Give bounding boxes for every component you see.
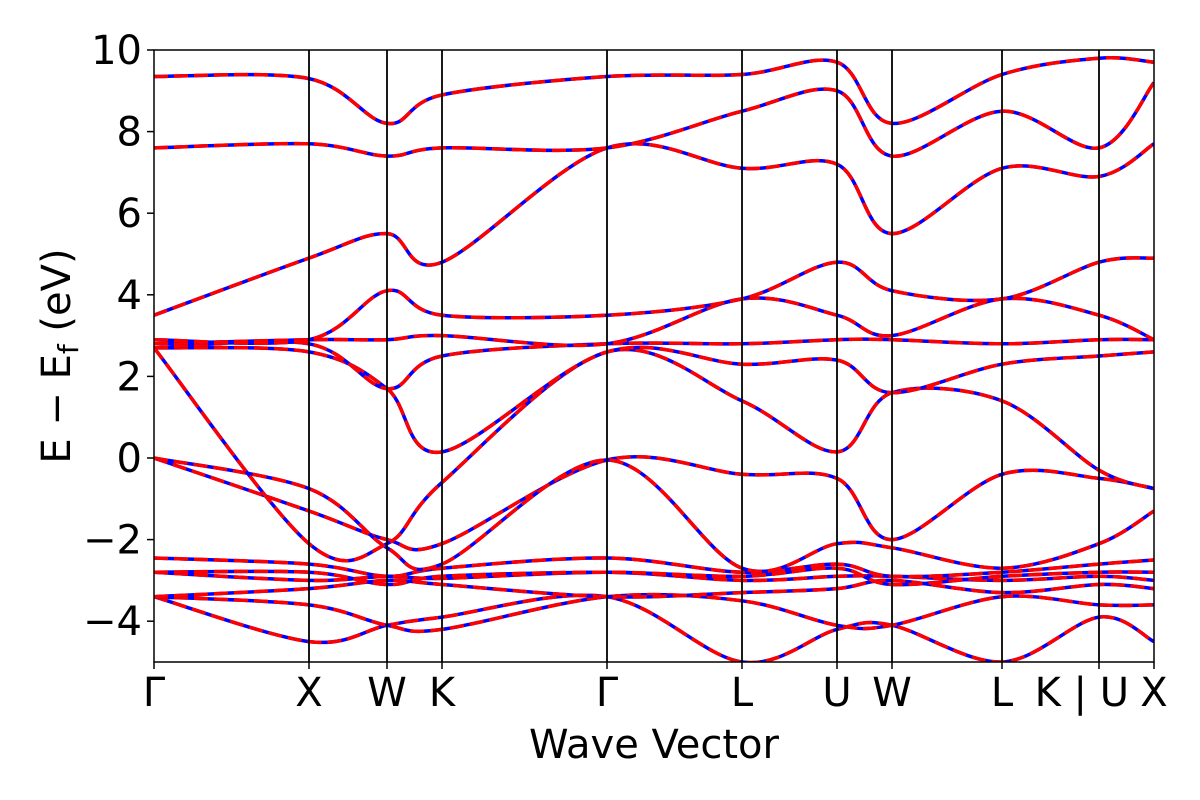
x-tick-label-9: L (991, 670, 1014, 716)
band-16-red-dashed-line (154, 55, 1154, 126)
y-axis-title-main: E − E (34, 354, 80, 464)
bands-layer (154, 55, 1154, 662)
y-tick-label-2: −2 (83, 518, 142, 564)
band-5-red-dashed-line (154, 566, 1154, 587)
y-axis-title: E − Ef (eV) (34, 248, 85, 463)
band-10-red-dashed-line (154, 345, 1154, 454)
plot-frame (153, 49, 1155, 663)
band-9-blue-line (154, 346, 1154, 563)
band-14-red-dashed-line (154, 142, 1154, 317)
y-axis-title-unit: (eV) (34, 248, 80, 344)
y-tick-label-6: 6 (117, 191, 142, 237)
band-9-red-dashed-line (154, 346, 1154, 563)
x-tick-label-11: X (1140, 670, 1167, 716)
band-14-blue-line (154, 142, 1154, 317)
x-tick-label-1: Γ (143, 670, 166, 716)
band-8-red-dashed-line (154, 456, 1154, 574)
x-axis-title: Wave Vector (529, 722, 780, 768)
high-symmetry-lines (308, 50, 1100, 662)
band-12-red-dashed-line (154, 296, 1154, 348)
x-tick-label-7: U (822, 670, 851, 716)
x-tick-label-5: Γ (596, 670, 619, 716)
x-tick-label-6: L (731, 670, 754, 716)
y-tick-label-3: 0 (117, 436, 142, 482)
x-tick-label-3: W (367, 670, 407, 716)
x-tick-label-2: X (295, 670, 322, 716)
y-tick-label-1: −4 (83, 599, 142, 645)
band-6-red-dashed-line (154, 556, 1154, 579)
y-tick-label-5: 4 (117, 273, 142, 319)
y-tick-label-7: 8 (117, 110, 142, 156)
band-15-red-dashed-line (154, 81, 1154, 158)
x-tick-label-10: K | U (1035, 670, 1129, 716)
y-tick-label-8: 10 (91, 28, 142, 74)
band-2-red-dashed-line (154, 592, 1154, 634)
band-7-red-dashed-line (154, 455, 1154, 552)
band-13-red-dashed-line (154, 256, 1154, 346)
band-7-blue-line (154, 455, 1154, 552)
y-axis-title-subscript: f (52, 343, 85, 354)
x-tick-label-8: W (872, 670, 912, 716)
band-1-red-dashed-line (154, 593, 1154, 662)
band-3-blue-line (154, 578, 1154, 599)
band-16-blue-line (154, 55, 1154, 126)
y-axis-ticks: −4 −2 0 2 4 6 8 10 (83, 28, 154, 645)
x-tick-label-4: K (429, 670, 457, 716)
y-tick-label-4: 2 (117, 354, 142, 400)
